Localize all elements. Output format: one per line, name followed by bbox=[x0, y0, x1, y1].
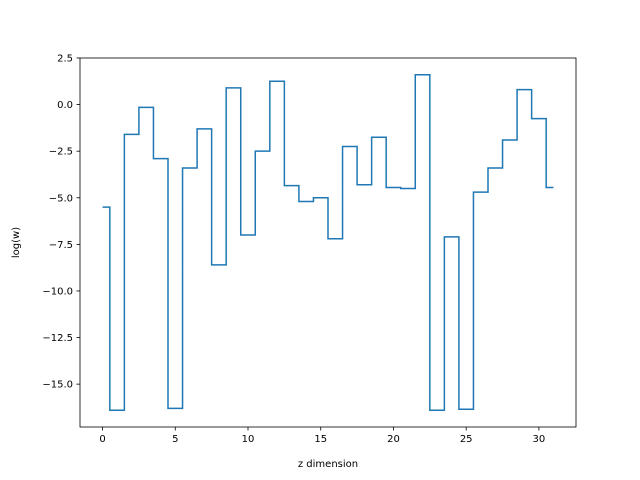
x-tick-label: 5 bbox=[172, 434, 178, 445]
y-tick-label: −12.5 bbox=[42, 333, 73, 344]
x-tick-label: 10 bbox=[242, 434, 255, 445]
y-tick-label: −15.0 bbox=[42, 380, 73, 391]
y-tick-label: −7.5 bbox=[49, 240, 73, 251]
x-axis-ticks: 0 5 10 15 20 25 30 bbox=[99, 427, 545, 445]
x-tick-label: 25 bbox=[460, 434, 473, 445]
axes-frame bbox=[79, 57, 577, 428]
x-tick-label: 0 bbox=[99, 434, 105, 445]
y-tick-label: 0.0 bbox=[57, 100, 73, 111]
y-axis-ticks: 2.5 0.0 −2.5 −5.0 −7.5 −10.0 −12.5 −15.0 bbox=[42, 54, 80, 391]
x-tick-label: 30 bbox=[533, 434, 546, 445]
plot-marks bbox=[102, 74, 554, 411]
y-tick-label: −10.0 bbox=[42, 286, 73, 297]
x-tick-label: 20 bbox=[387, 434, 400, 445]
y-tick-label: 2.5 bbox=[57, 54, 73, 65]
y-tick-label: −5.0 bbox=[49, 193, 73, 204]
y-axis-label: log(w) bbox=[11, 227, 22, 258]
y-tick-label: −2.5 bbox=[49, 147, 73, 158]
x-tick-label: 15 bbox=[314, 434, 327, 445]
x-axis-label: z dimension bbox=[298, 459, 358, 470]
series-line bbox=[102, 74, 554, 411]
